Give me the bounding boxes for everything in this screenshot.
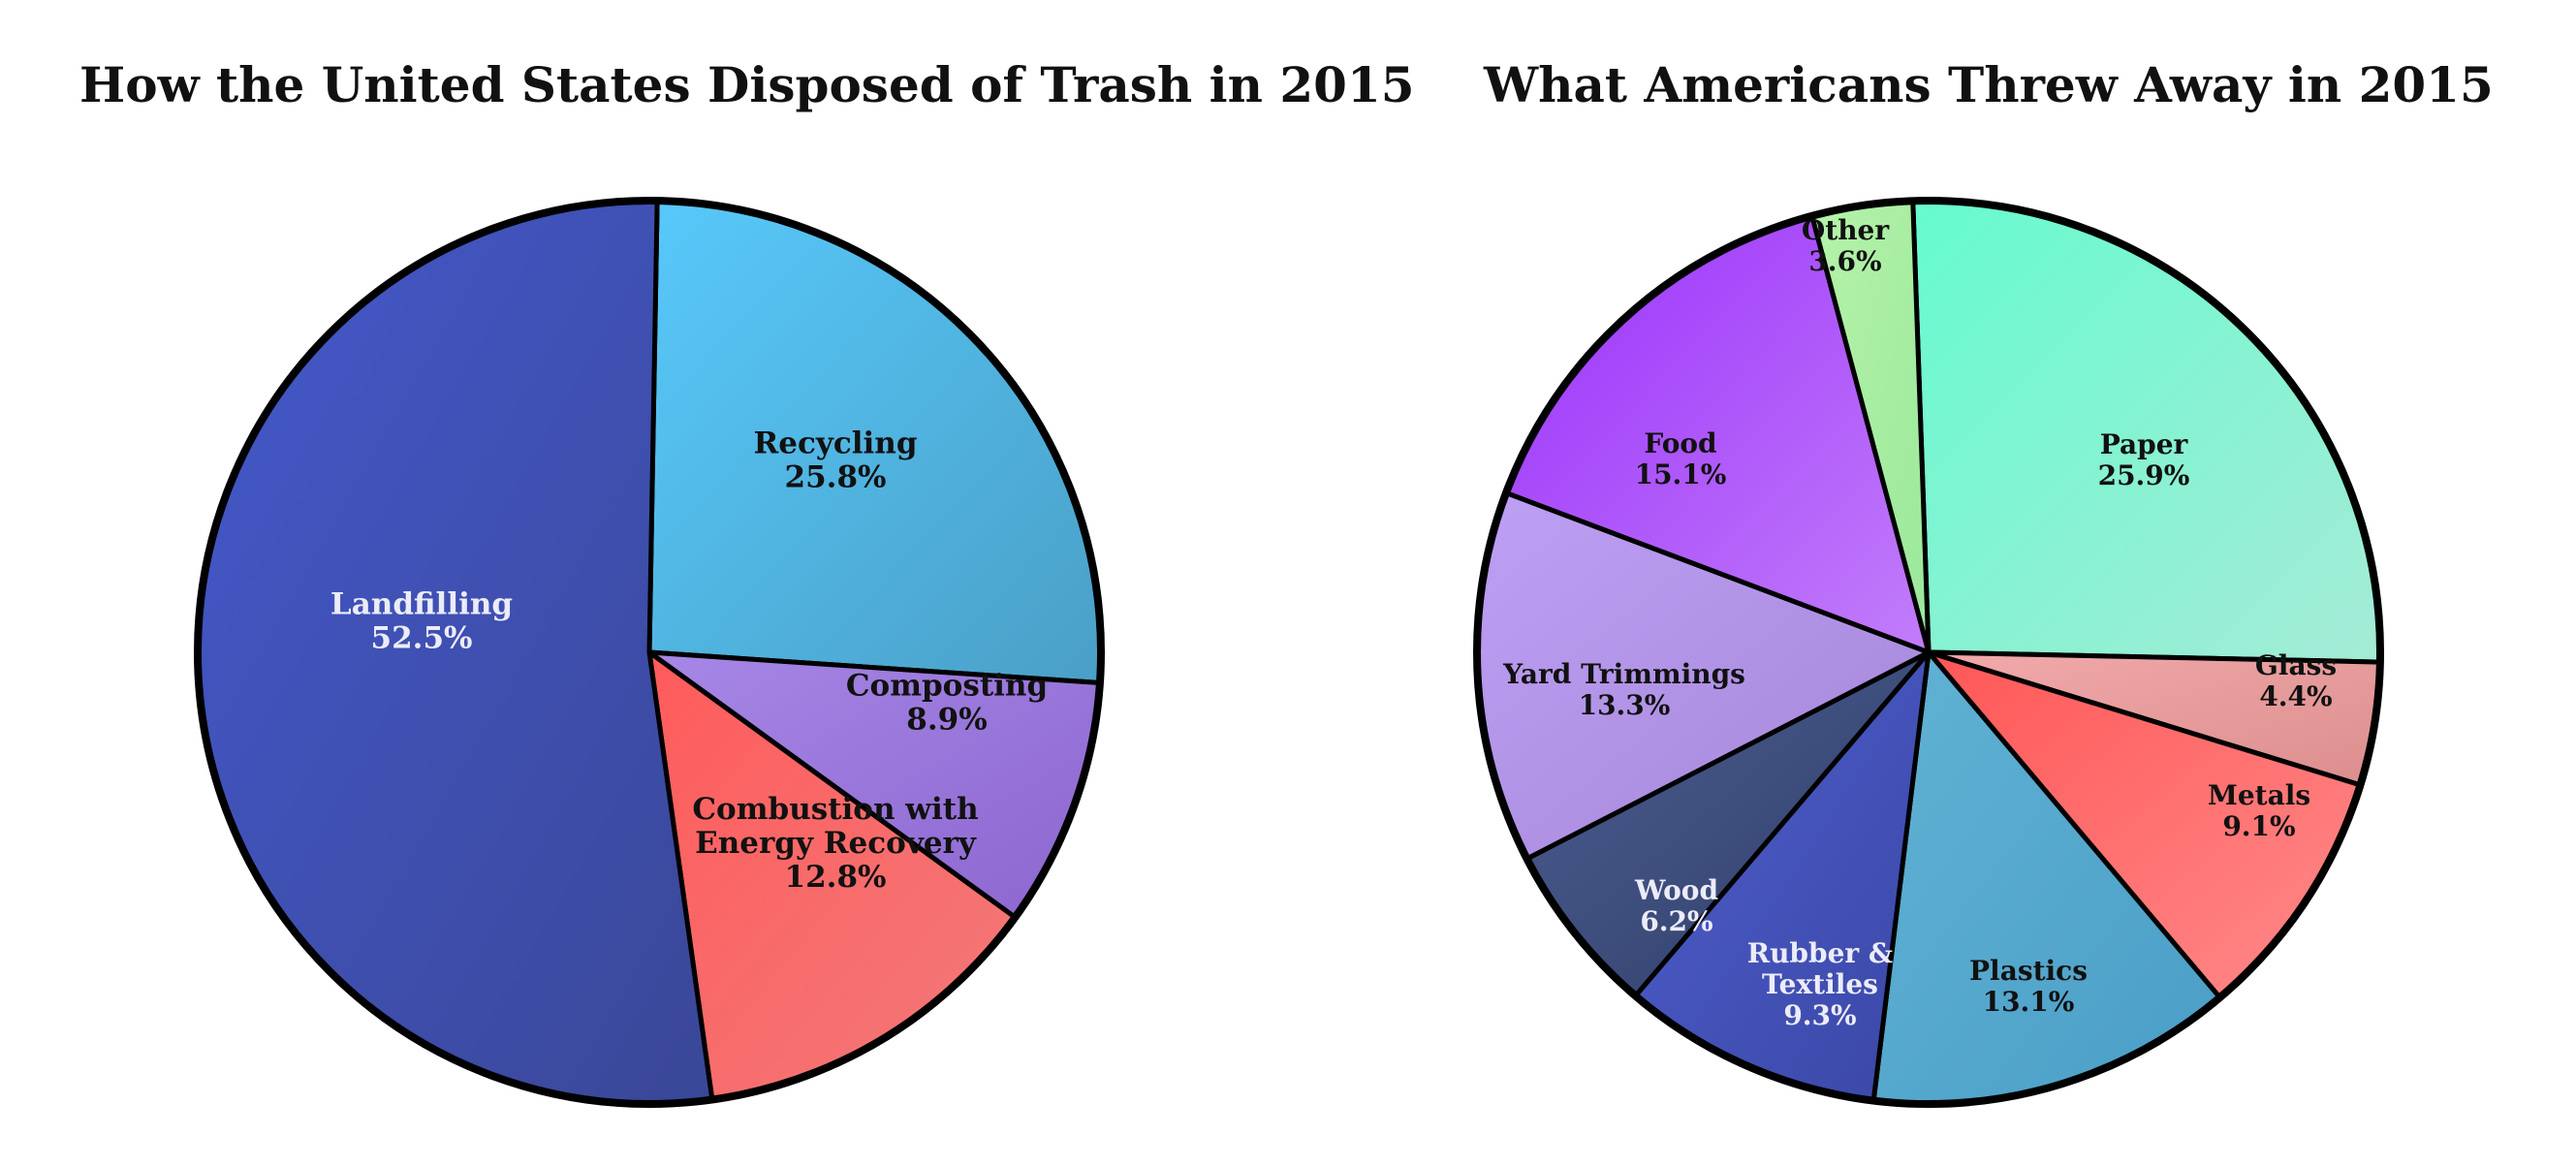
slice-label-combustion-with-energy-recovery: Combustion with Energy Recovery 12.8% (692, 792, 978, 895)
slice-label-recycling: Recycling 25.8% (753, 426, 917, 495)
slice-label-yard-trimmings: Yard Trimmings 13.3% (1502, 658, 1745, 721)
pie-outline (194, 197, 1105, 1108)
chart-title: What Americans Threw Away in 2015 (1484, 56, 2494, 113)
slice-label-composting: Composting 8.9% (846, 669, 1048, 738)
pie-chart-disposal: Recycling 25.8% Composting 8.9% Combustion w… (194, 197, 1105, 1108)
slice-label-food: Food 15.1% (1635, 427, 1727, 490)
slice-label-wood: Wood 6.2% (1634, 874, 1718, 937)
pie-outline (1473, 197, 2384, 1108)
slice-label-glass: Glass 4.4% (2255, 649, 2337, 712)
chart-title: How the United States Disposed of Trash … (79, 56, 1415, 113)
slice-label-landfilling: Landfilling 52.5% (330, 587, 513, 656)
slice-label-other: Other 3.6% (1802, 214, 1890, 277)
chart-trash-composition: What Americans Threw Away in 2015 Paper 2… (1288, 0, 2576, 1167)
slice-label-paper: Paper 25.9% (2098, 428, 2190, 491)
slice-label-metals: Metals 9.1% (2208, 779, 2310, 842)
slice-label-plastics: Plastics 13.1% (1969, 955, 2088, 1018)
chart-trash-disposal: How the United States Disposed of Trash … (79, 56, 1415, 1108)
pie-chart-composition: Paper 25.9% Glass 4.4% Metals 9.1% Plastics 13.… (1473, 197, 2384, 1108)
slice-label-rubber-and-textiles: Rubber & Textiles 9.3% (1747, 937, 1893, 1031)
